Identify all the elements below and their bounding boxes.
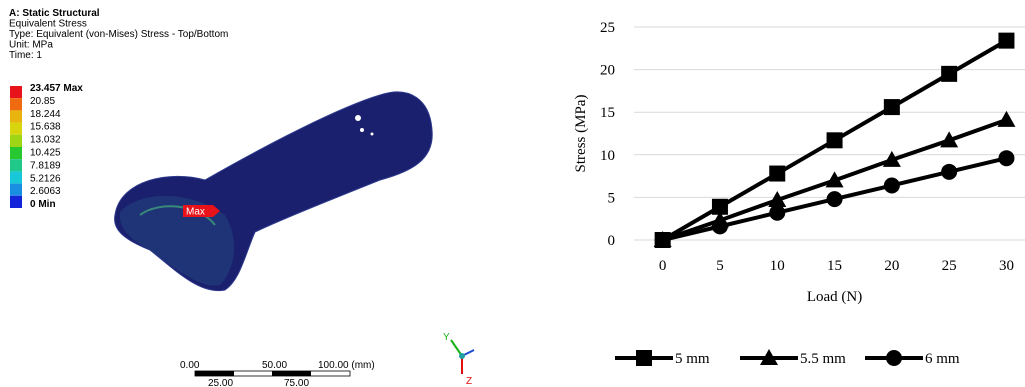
header-line: Type: Equivalent (von-Mises) Stress - To… [9,29,228,40]
color-band [10,196,22,208]
legend-label: 23.457 Max [30,83,83,94]
data-point [769,166,785,182]
scale-segment [272,371,311,376]
x-tick-label: 30 [999,258,1014,274]
y-tick-label: 0 [608,233,616,249]
color-band [10,123,22,135]
x-axis-title: Load (N) [807,289,862,305]
data-point [884,177,900,193]
y-tick-label: 5 [608,190,616,206]
max-probe: Max [186,207,205,218]
triad-label: Z [466,376,472,387]
legend-label: 2.6063 [30,186,61,197]
color-band [10,184,22,196]
scale-label: 75.00 [284,378,309,387]
triad-label: Y [443,332,450,343]
x-tick-label: 10 [770,258,785,274]
color-band [10,147,22,159]
legend-label: 10.425 [30,148,61,159]
color-band [10,98,22,110]
scale-label: 100.00 (mm) [318,360,375,371]
data-point [997,111,1015,127]
legend-label: 5.5 mm [800,351,846,367]
scale-segment [195,371,234,376]
scale-label: 0.00 [180,360,200,371]
scale-label: 50.00 [262,360,287,371]
color-band [10,135,22,147]
legend-label: 0 Min [30,199,56,210]
data-point [941,66,957,82]
scale-label: 25.00 [208,378,233,387]
legend-label: 7.8189 [30,160,61,171]
legend-marker [886,350,902,366]
legend-marker [636,350,652,366]
x-tick-label: 0 [659,258,667,274]
y-tick-label: 25 [600,20,615,36]
x-tick-label: 5 [716,258,724,274]
legend-label: 5.2126 [30,173,61,184]
x-tick-label: 15 [827,258,842,274]
data-point [884,99,900,115]
page: Max A: Static StructuralEquivalent Stres… [0,0,1025,387]
model [115,92,433,291]
legend-label: 6 mm [925,351,960,367]
color-band [10,86,22,98]
data-point [941,164,957,180]
color-band [10,159,22,171]
data-point [655,232,671,248]
x-tick-label: 25 [942,258,957,274]
data-point [998,33,1014,49]
y-axis-title: Stress (MPa) [573,95,589,173]
legend-label: 15.638 [30,122,61,133]
legend-label: 13.032 [30,135,61,146]
legend-label: 5 mm [675,351,710,367]
x-tick-label: 20 [884,258,899,274]
color-band [10,171,22,183]
header-line: Equivalent Stress [9,19,87,30]
header-line: Unit: MPa [9,40,53,51]
color-band [10,110,22,122]
y-tick-label: 10 [600,148,615,164]
data-point [827,132,843,148]
data-point [769,205,785,221]
data-point [827,191,843,207]
data-point [998,150,1014,166]
legend-label: 20.85 [30,96,55,107]
figure: Max A: Static StructuralEquivalent Stres… [0,0,1025,387]
data-point [712,218,728,234]
header-line: Time: 1 [9,50,42,61]
y-tick-label: 20 [600,63,615,79]
legend-label: 18.244 [30,109,61,120]
y-tick-label: 15 [600,105,615,121]
axis-triad [451,340,474,374]
header-line: A: Static Structural [9,8,100,19]
